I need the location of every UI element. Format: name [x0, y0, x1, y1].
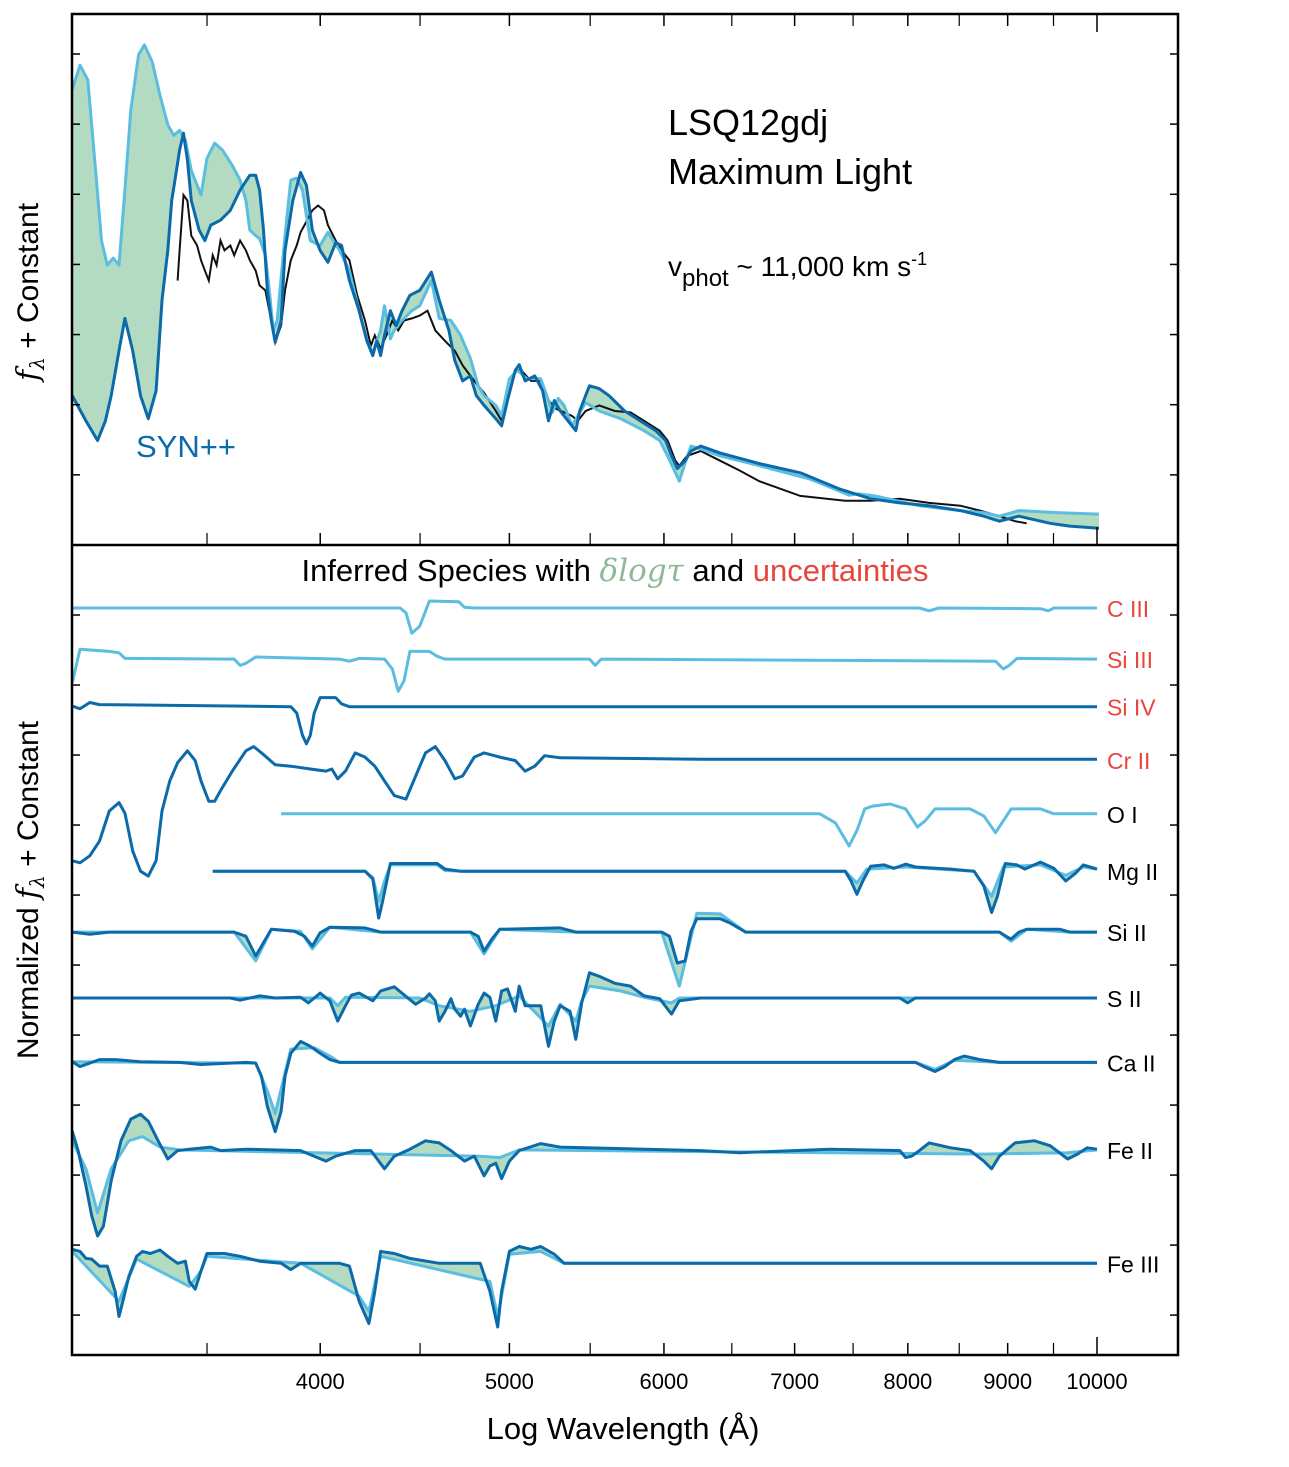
species-label: Fe II: [1107, 1138, 1153, 1164]
species-mg-ii: Mg II: [212, 859, 1158, 920]
velocity-label: vphot ~ 11,000 km s-1: [668, 249, 927, 292]
model-label: SYN++: [136, 429, 236, 464]
species-label: O I: [1107, 802, 1138, 828]
species-line: [212, 860, 1098, 920]
x-tick-label: 4000: [296, 1369, 345, 1394]
x-tick-label: 5000: [485, 1369, 534, 1394]
species-label: Si IV: [1107, 695, 1156, 721]
species-light-line: [72, 1046, 1097, 1115]
species-label: C III: [1107, 596, 1149, 622]
syn-model-line: [70, 131, 1100, 530]
species-line: [72, 599, 1097, 635]
species-line: [281, 802, 1097, 848]
species-line: [71, 696, 1097, 746]
x-tick-label: 9000: [983, 1369, 1032, 1394]
top-panel-plot: [70, 43, 1100, 530]
species-light-line: [71, 1249, 1097, 1318]
bottom-panel-plot: C III Si III Si IV Cr II O I Mg II Si II S II Ca…: [70, 596, 1159, 1329]
species-c-iii: C III: [72, 596, 1149, 635]
species-line: [71, 1245, 1097, 1329]
species-fe-ii: Fe II: [70, 1112, 1153, 1238]
species-fe-iii: Fe III: [71, 1245, 1159, 1329]
x-tick-label: 7000: [770, 1369, 819, 1394]
species-si-iv: Si IV: [71, 695, 1156, 746]
bottom-panel-title: Inferred Species with δlogτ and uncertai…: [301, 553, 928, 589]
species-uncertainty-fill: [72, 972, 1098, 1047]
species-label: S II: [1107, 986, 1142, 1012]
species-label: Cr II: [1107, 748, 1150, 774]
species-label: Si II: [1107, 920, 1147, 946]
species-label: Fe III: [1107, 1251, 1159, 1277]
species-cr-ii: Cr II: [71, 745, 1150, 878]
species-light-line: [72, 911, 1097, 988]
species-o-i: O I: [281, 802, 1138, 848]
species-label: Ca II: [1107, 1050, 1156, 1076]
species-line: [70, 647, 1098, 693]
top-y-axis-label: fλ + Constant: [11, 202, 49, 383]
species-light-line: [70, 1135, 1098, 1215]
supernova-name: LSQ12gdj: [668, 102, 828, 143]
x-axis-label: Log Wavelength (Å): [487, 1411, 760, 1446]
bottom-y-axis-label: Normalized fλ + Constant: [11, 720, 49, 1059]
x-tick-label: 6000: [639, 1369, 688, 1394]
x-tick-label: 10000: [1066, 1369, 1127, 1394]
species-uncertainty-fill: [72, 913, 1098, 987]
species-uncertainty-fill: [72, 1114, 1098, 1236]
species-label: Si III: [1107, 647, 1153, 673]
epoch-label: Maximum Light: [668, 151, 912, 192]
species-uncertainty-fill: [72, 1246, 1098, 1327]
species-line: [72, 917, 1097, 965]
species-line: [70, 1112, 1098, 1238]
species-line: [71, 745, 1097, 878]
species-s-ii: S II: [72, 971, 1142, 1048]
species-si-iii: Si III: [70, 647, 1153, 693]
species-uncertainty-fill: [72, 1041, 1098, 1132]
species-line: [71, 1039, 1097, 1134]
species-line: [72, 971, 1097, 1048]
observed-spectrum-line: [176, 192, 1027, 525]
species-ca-ii: Ca II: [71, 1039, 1156, 1134]
species-label: Mg II: [1107, 859, 1158, 885]
axis-ticks: 4000 5000 6000 7000 8000 9000 10000: [72, 14, 1178, 1394]
x-tick-label: 8000: [883, 1369, 932, 1394]
species-si-ii: Si II: [72, 911, 1147, 988]
